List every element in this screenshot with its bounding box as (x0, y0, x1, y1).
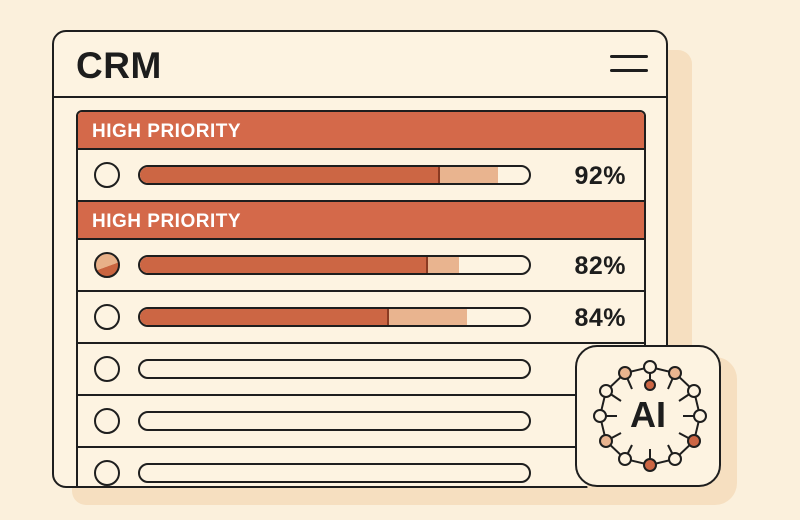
section-header-high-priority: HIGH PRIORITY (78, 202, 644, 240)
progress-bar (138, 165, 531, 185)
section-header-high-priority: HIGH PRIORITY (78, 112, 644, 150)
list-row[interactable]: 92% (78, 150, 644, 202)
list-row[interactable] (78, 344, 644, 396)
progress-percent: 84% (574, 304, 626, 332)
progress-bar (138, 463, 531, 483)
list-row[interactable]: 84% (78, 292, 644, 344)
list-row[interactable]: 82% (78, 240, 644, 292)
row-radio[interactable] (94, 304, 120, 330)
title-bar: CRM (54, 32, 666, 98)
section-header-label: HIGH PRIORITY (92, 121, 242, 142)
ai-badge-label: AI (630, 394, 666, 435)
progress-bar (138, 411, 531, 431)
progress-percent: 82% (574, 252, 626, 280)
section-header-label: HIGH PRIORITY (92, 211, 242, 232)
row-radio[interactable] (94, 252, 120, 278)
ai-badge[interactable]: AI (575, 345, 721, 487)
row-radio[interactable] (94, 162, 120, 188)
row-radio[interactable] (94, 356, 120, 382)
progress-bar (138, 255, 531, 275)
row-radio[interactable] (94, 408, 120, 434)
list-row[interactable] (78, 396, 644, 448)
app-title: CRM (76, 45, 162, 86)
progress-percent: 92% (574, 162, 626, 190)
crm-window: CRM HIGH PRIORITY 92% HIGH PRIORITY 82% … (52, 30, 668, 488)
progress-bar (138, 307, 531, 327)
list-row[interactable] (78, 448, 644, 486)
ai-network-icon (593, 360, 707, 472)
progress-bar (138, 359, 531, 379)
hamburger-menu-icon[interactable] (610, 52, 648, 78)
row-radio[interactable] (94, 460, 120, 486)
priority-list: HIGH PRIORITY 92% HIGH PRIORITY 82% 84% (76, 110, 646, 486)
